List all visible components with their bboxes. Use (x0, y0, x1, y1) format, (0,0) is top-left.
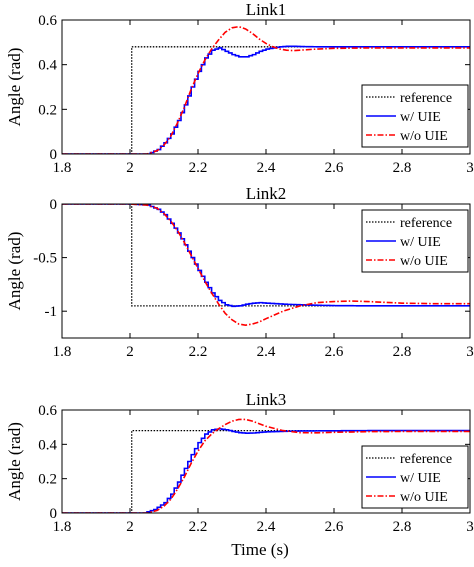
y-tick-label: 0.4 (38, 58, 57, 74)
legend-label: w/o UIE (400, 490, 448, 505)
panel-title: Link2 (246, 184, 287, 203)
y-axis-label: Angle (rad) (5, 422, 24, 501)
axes-frame (61, 409, 471, 514)
x-tick-label: 2 (126, 160, 134, 176)
axes-frame (61, 19, 471, 155)
panel-3: 1.8 2 2.2 2.4 2.6 2.8 3 0 0.2 0.4 0.6 Link3 Angle (r… (5, 390, 474, 559)
legend-label: reference (400, 216, 452, 231)
x-tick-label: 2.4 (257, 519, 276, 535)
panel-2: 1.8 2 2.2 2.4 2.6 2.8 3 -1 -0.5 0 Link2 Angle (rad)… (5, 184, 474, 360)
legend-label: w/ UIE (400, 471, 441, 486)
y-tick-label: 0.6 (38, 403, 57, 419)
y-tick-label: 0.2 (38, 102, 57, 118)
legend: reference w/ UIE w/o UIE (361, 84, 469, 148)
x-tick-label: 2.4 (257, 160, 276, 176)
x-tick-label: 1.8 (53, 160, 72, 176)
series-w-uie-line (62, 428, 470, 513)
y-tick-label: 0 (50, 197, 58, 213)
x-tick-label: 2.8 (393, 344, 412, 360)
x-tick-label: 3 (466, 344, 474, 360)
x-tick-label: 1.8 (53, 344, 72, 360)
x-tick-label: 1.8 (53, 519, 72, 535)
y-tick-label: -1 (45, 304, 58, 320)
legend-label: w/ UIE (400, 235, 441, 250)
legend-label: w/o UIE (400, 129, 448, 144)
legend: reference w/ UIE w/o UIE (361, 209, 469, 273)
panel-title: Link1 (246, 0, 287, 19)
y-tick-label: 0 (50, 506, 58, 522)
panel-1: 1.8 2 2.2 2.4 2.6 2.8 3 0 0.2 0.4 0.6 Link1 Angle (r… (5, 0, 474, 176)
x-tick-label: 2.8 (393, 160, 412, 176)
series-w-o-uie-line (62, 418, 470, 513)
y-tick-label: -0.5 (33, 251, 57, 267)
x-tick-label: 2.6 (325, 344, 344, 360)
panel-title: Link3 (246, 390, 287, 409)
x-axis-label: Time (s) (231, 540, 288, 559)
x-tick-label: 2.2 (189, 344, 208, 360)
axes-frame (61, 203, 471, 339)
x-tick-label: 2.2 (189, 160, 208, 176)
series-w-o-uie-line (62, 204, 470, 326)
series-w-o-uie-line (62, 25, 470, 154)
legend-label: w/ UIE (400, 110, 441, 125)
x-tick-label: 2.8 (393, 519, 412, 535)
x-tick-label: 2.4 (257, 344, 276, 360)
x-tick-label: 2.6 (325, 160, 344, 176)
series-reference-line (62, 204, 470, 307)
y-axis-label: Angle (rad) (5, 48, 24, 127)
x-tick-label: 2.2 (189, 519, 208, 535)
y-tick-label: 0.4 (38, 437, 57, 453)
x-tick-label: 2 (126, 519, 134, 535)
legend-label: reference (400, 91, 452, 106)
x-tick-label: 2.6 (325, 519, 344, 535)
x-tick-label: 3 (466, 519, 474, 535)
legend-label: w/o UIE (400, 254, 448, 269)
y-tick-label: 0.2 (38, 472, 57, 488)
y-tick-label: 0.6 (38, 13, 57, 29)
legend-label: reference (400, 452, 452, 467)
x-tick-label: 3 (466, 160, 474, 176)
x-tick-label: 2 (126, 344, 134, 360)
legend: reference w/ UIE w/o UIE (361, 445, 469, 509)
y-axis-label: Angle (rad) (5, 232, 24, 311)
y-tick-label: 0 (50, 147, 58, 163)
